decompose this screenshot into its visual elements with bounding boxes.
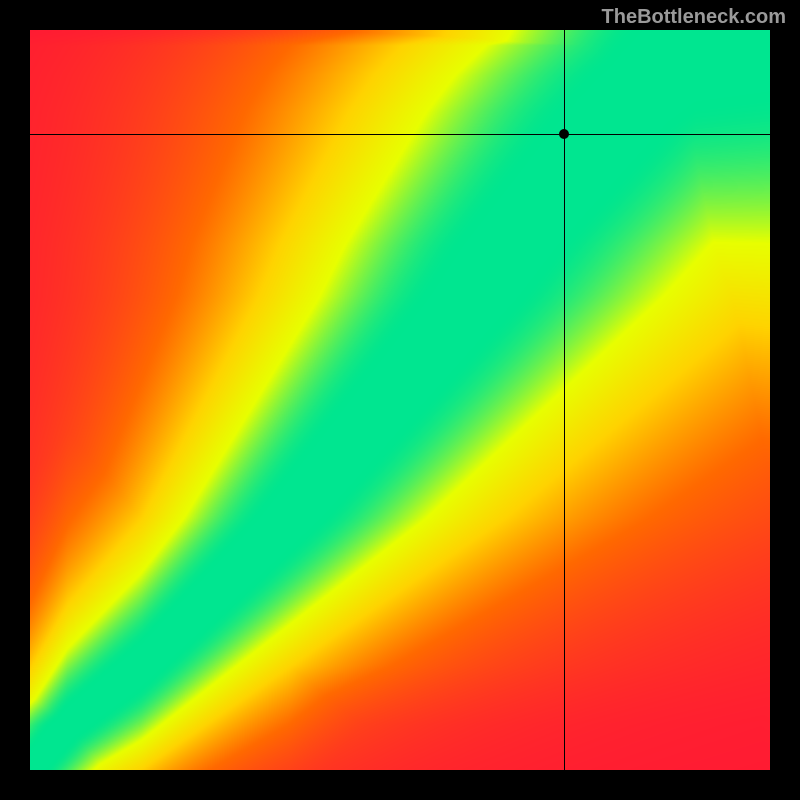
watermark-text: TheBottleneck.com	[602, 6, 786, 29]
crosshair-marker	[559, 129, 569, 139]
crosshair-vertical	[564, 30, 565, 770]
heatmap-plot	[30, 30, 770, 770]
crosshair-horizontal	[30, 134, 770, 135]
heatmap-canvas	[30, 30, 770, 770]
